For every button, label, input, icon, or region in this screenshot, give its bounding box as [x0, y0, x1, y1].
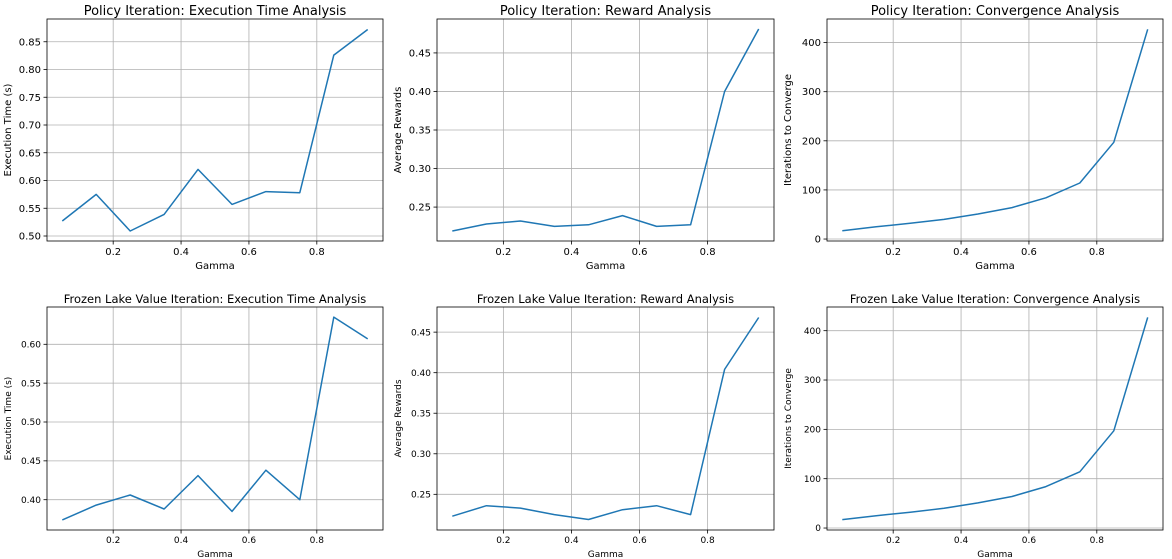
y-axis-label: Execution Time (s) — [4, 377, 14, 461]
x-tick-label: 0.6 — [632, 536, 647, 546]
chart-title: Policy Iteration: Reward Analysis — [500, 4, 712, 19]
x-tick-label: 0.8 — [700, 247, 716, 258]
y-tick-label: 0.40 — [409, 87, 431, 98]
x-tick-label: 0.8 — [310, 536, 325, 546]
y-tick-label: 300 — [802, 87, 821, 98]
series-line — [842, 317, 1149, 521]
y-tick-label: 400 — [804, 327, 821, 337]
y-tick-label: 0.70 — [19, 121, 41, 132]
y-tick-label: 0.65 — [19, 148, 41, 159]
y-tick-label: 0 — [815, 235, 821, 246]
x-tick-label: 0.6 — [241, 247, 257, 258]
axes-frame — [436, 306, 775, 531]
x-tick-label: 0.2 — [106, 536, 120, 546]
x-tick-label: 0.6 — [242, 536, 257, 546]
x-tick-label: 0.4 — [174, 536, 189, 546]
y-tick-label: 0.25 — [411, 490, 431, 500]
y-tick-label: 0.30 — [411, 450, 431, 460]
x-tick-label: 0.8 — [1089, 247, 1105, 258]
y-tick-label: 0.40 — [411, 369, 431, 379]
y-tick-label: 0.35 — [411, 409, 431, 419]
x-tick-label: 0.2 — [886, 536, 900, 546]
y-tick-label: 0.40 — [21, 496, 41, 506]
x-tick-label: 0.4 — [954, 536, 969, 546]
y-tick-label: 0.45 — [21, 457, 41, 467]
x-tick-label: 0.4 — [564, 536, 579, 546]
y-tick-label: 100 — [804, 475, 821, 485]
x-axis-label: Gamma — [975, 261, 1015, 272]
y-tick-label: 0.35 — [409, 126, 431, 137]
y-tick-label: 0.75 — [19, 93, 41, 104]
y-tick-label: 0.50 — [19, 232, 41, 243]
x-tick-label: 0.4 — [173, 247, 189, 258]
x-axis-label: Gamma — [197, 550, 233, 559]
x-tick-label: 0.4 — [564, 247, 580, 258]
y-tick-label: 0.55 — [21, 379, 41, 389]
x-tick-label: 0.8 — [309, 247, 325, 258]
y-axis-label: Iterations to Converge — [784, 368, 794, 469]
subplot-2: 0.2 0.4 0.6 0.8 0.25 0.30 0.35 0.40 0.45 Policy I… — [393, 4, 775, 272]
subplot-4: 0.2 0.4 0.6 0.8 0.40 0.45 0.50 0.55 0.60 Frozen L… — [4, 292, 384, 559]
y-tick-label: 0.45 — [411, 328, 431, 338]
x-tick-label: 0.6 — [1022, 536, 1037, 546]
y-tick-label: 300 — [804, 376, 821, 386]
x-axis-label: Gamma — [195, 261, 235, 272]
series-line — [842, 29, 1149, 232]
x-tick-label: 0.2 — [885, 247, 901, 258]
y-axis-label: Average Rewards — [393, 87, 404, 174]
y-tick-label: 0.80 — [19, 65, 41, 76]
y-tick-label: 0 — [815, 524, 821, 534]
axes-frame — [826, 306, 1164, 531]
y-tick-label: 0.45 — [409, 48, 431, 59]
x-tick-label: 0.6 — [632, 247, 648, 258]
x-tick-label: 0.2 — [496, 536, 510, 546]
y-tick-label: 0.25 — [409, 203, 431, 214]
x-tick-label: 0.6 — [1021, 247, 1037, 258]
chart-title: Frozen Lake Value Iteration: Execution T… — [64, 292, 367, 306]
chart-title: Policy Iteration: Execution Time Analysi… — [84, 4, 347, 19]
y-tick-label: 0.60 — [19, 176, 41, 187]
axes-frame — [46, 306, 384, 531]
y-tick-label: 0.50 — [21, 418, 41, 428]
series-line — [452, 28, 760, 232]
x-tick-label: 0.2 — [495, 247, 511, 258]
axes-frame — [46, 18, 384, 242]
y-tick-label: 200 — [802, 136, 821, 147]
series-line — [452, 317, 760, 521]
axes-frame — [826, 18, 1164, 242]
x-axis-label: Gamma — [588, 550, 624, 559]
subplot-3: 0.2 0.4 0.6 0.8 0 100 200 300 400 Policy Iteratio… — [783, 4, 1164, 272]
subplot-1: 0.2 0.4 0.6 0.8 0.50 0.55 0.60 0.65 0.70 0.75 0.80… — [3, 4, 384, 272]
chart-title: Policy Iteration: Convergence Analysis — [871, 4, 1120, 19]
series-line — [61, 28, 369, 232]
y-axis-label: Average Rewards — [394, 379, 404, 457]
y-tick-label: 0.55 — [19, 204, 41, 215]
y-tick-label: 100 — [802, 185, 821, 196]
x-tick-label: 0.8 — [700, 536, 715, 546]
y-tick-label: 0.60 — [21, 340, 41, 350]
subplot-6: 0.2 0.4 0.6 0.8 0 100 200 300 400 Frozen Lake Val… — [784, 292, 1164, 559]
chart-title: Frozen Lake Value Iteration: Convergence… — [850, 292, 1140, 306]
x-axis-label: Gamma — [977, 550, 1013, 559]
x-axis-label: Gamma — [586, 261, 626, 272]
series-line — [61, 316, 369, 521]
subplot-5: 0.2 0.4 0.6 0.8 0.25 0.30 0.35 0.40 0.45 Frozen L… — [394, 292, 775, 559]
x-tick-label: 0.2 — [105, 247, 121, 258]
y-axis-label: Execution Time (s) — [3, 83, 14, 176]
x-tick-label: 0.8 — [1090, 536, 1105, 546]
y-tick-label: 0.30 — [409, 164, 431, 175]
x-tick-label: 0.4 — [953, 247, 969, 258]
y-tick-label: 400 — [802, 38, 821, 49]
chart-title: Frozen Lake Value Iteration: Reward Anal… — [477, 292, 734, 306]
y-tick-label: 200 — [804, 426, 821, 436]
y-tick-label: 0.85 — [19, 37, 41, 48]
y-axis-label: Iterations to Converge — [783, 74, 794, 186]
